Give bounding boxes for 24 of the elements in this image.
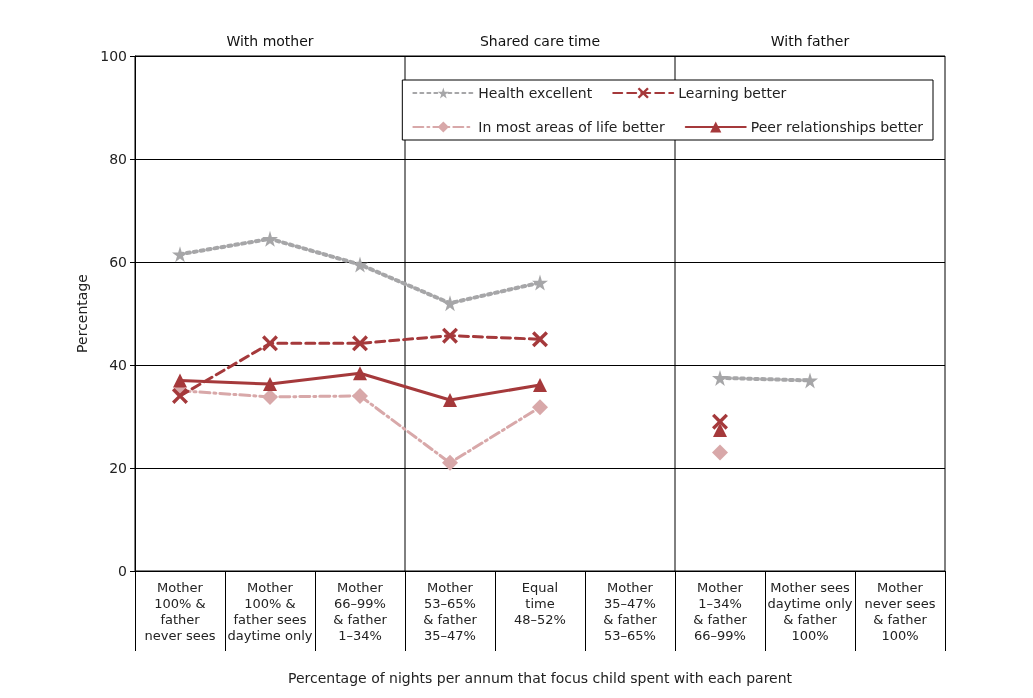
text: With father bbox=[770, 33, 850, 49]
x-tick-label: Mother sees daytime only & father 100% bbox=[767, 579, 853, 643]
x-tick-label: Mother 53–65% & father 35–47% bbox=[423, 579, 478, 643]
y-axis-title: Percentage bbox=[74, 274, 91, 353]
x-tick-label: Equal time 48–52% bbox=[514, 579, 566, 627]
x-axis-title: Percentage of nights per annum that focus child spent with each parent bbox=[287, 670, 793, 686]
text: With mother bbox=[226, 33, 314, 49]
x-tick-label: Mother 35–47% & father 53–65% bbox=[603, 579, 658, 643]
x-tick-label: Mother 1–34% & father 66–99% bbox=[693, 579, 748, 643]
legend-label: In most areas of life better bbox=[478, 119, 665, 135]
x-tick-label: Mother 66–99% & father 1–34% bbox=[333, 579, 388, 643]
y-tick-label: 0 bbox=[118, 563, 127, 579]
x-tick-label: Mother never sees & father 100% bbox=[864, 579, 936, 643]
legend-label: Health excellent bbox=[478, 85, 593, 101]
text: Shared care time bbox=[479, 33, 601, 49]
y-tick-label: 20 bbox=[109, 460, 127, 476]
x-tick-label: Mother 100% & father sees daytime only bbox=[227, 579, 313, 643]
legend-label: Peer relationships better bbox=[750, 119, 924, 135]
y-tick-label: 40 bbox=[109, 357, 127, 373]
y-tick-label: 100 bbox=[100, 48, 127, 64]
y-tick-label: 80 bbox=[109, 151, 127, 167]
legend-label: Learning better bbox=[678, 85, 787, 101]
y-tick-label: 60 bbox=[109, 254, 127, 270]
x-tick-label: Mother 100% & father never sees bbox=[144, 579, 216, 643]
